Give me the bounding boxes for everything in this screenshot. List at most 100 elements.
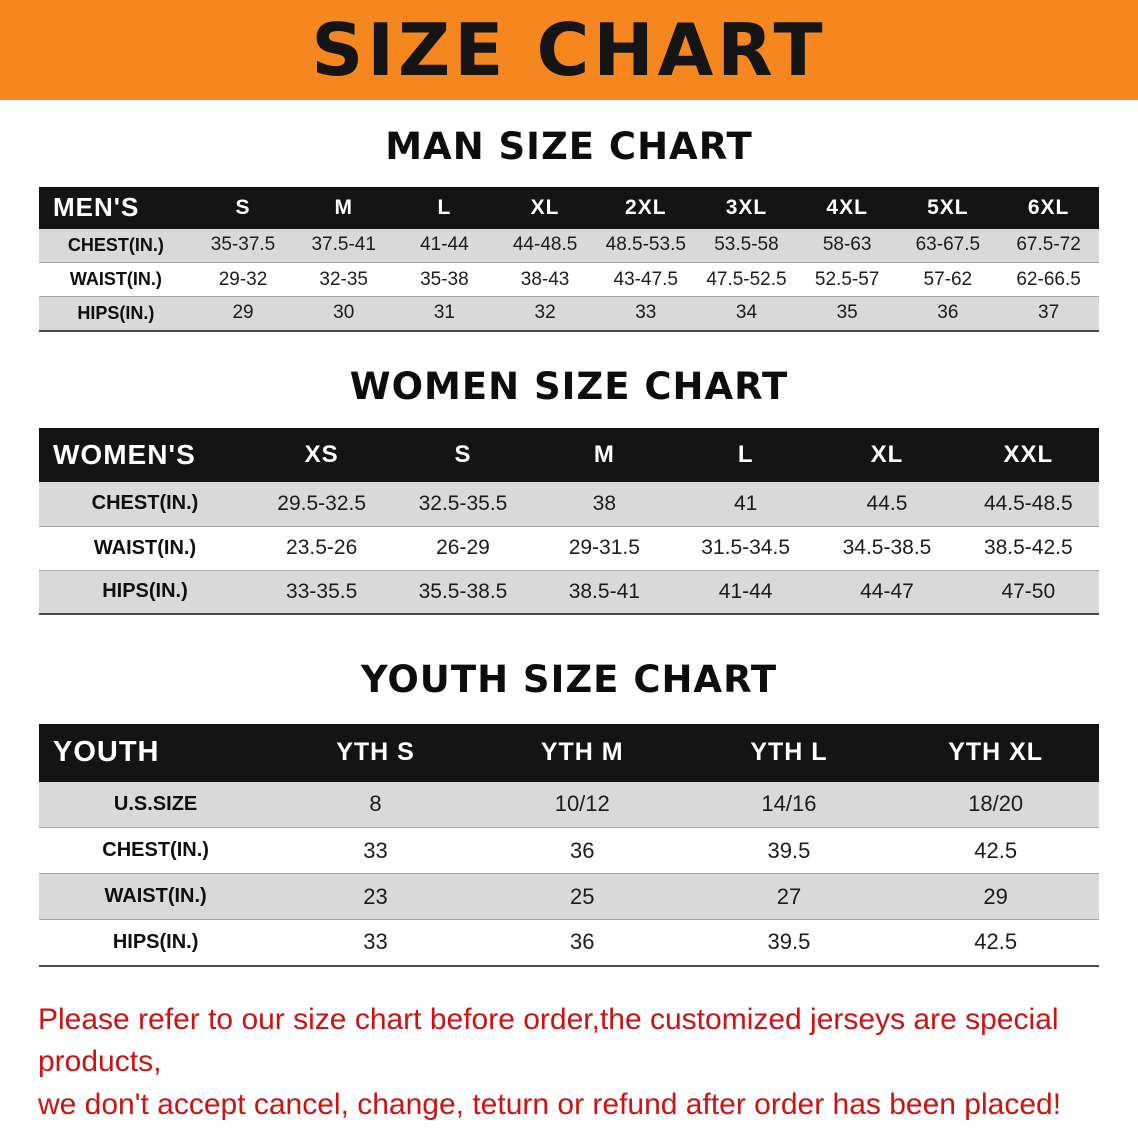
table-title-cell: WOMEN'S xyxy=(39,428,251,483)
table-header-row: WOMEN'S XS S M L XL XXL xyxy=(39,428,1099,483)
column-header: L xyxy=(674,428,817,483)
size-value-cell: 44.5 xyxy=(816,482,958,527)
youth-size-table: YOUTH YTH S YTH M YTH L YTH XL U.S.SIZE 8 10/12… xyxy=(39,723,1099,967)
row-label: CHEST(IN.) xyxy=(39,482,251,527)
size-value-cell: 52.5-57 xyxy=(796,262,898,298)
size-chart-banner: SIZE CHART xyxy=(0,0,1138,100)
size-value-cell: 37.5-41 xyxy=(293,228,395,264)
youth-section-heading: YOUTH SIZE CHART xyxy=(360,658,778,702)
column-header: YTH XL xyxy=(892,723,1099,782)
column-header: YTH M xyxy=(478,723,686,782)
size-value-cell: 62-66.5 xyxy=(998,262,1099,298)
size-value-cell: 58-63 xyxy=(796,228,898,264)
size-value-cell: 35 xyxy=(796,296,898,332)
size-value-cell: 29.5-32.5 xyxy=(251,482,393,527)
size-value-cell: 63-67.5 xyxy=(897,228,999,264)
size-value-cell: 33 xyxy=(272,827,479,875)
size-value-cell: 29 xyxy=(892,873,1099,921)
size-value-cell: 30 xyxy=(293,296,395,332)
table-row: HIPS(IN.) 29 30 31 32 33 34 35 36 37 xyxy=(39,296,1099,332)
column-header: S xyxy=(192,186,294,229)
section-youth: YOUTH SIZE CHART YOUTH YTH S YTH M YTH L YTH… xyxy=(0,659,1138,967)
size-value-cell: 67.5-72 xyxy=(998,228,1099,264)
column-header: L xyxy=(394,186,495,229)
size-value-cell: 41 xyxy=(674,482,817,527)
order-notice-line-2: we don't accept cancel, change, teturn o… xyxy=(38,1087,1062,1121)
size-value-cell: 47.5-52.5 xyxy=(696,262,797,298)
size-value-cell: 29-32 xyxy=(192,262,294,298)
size-value-cell: 42.5 xyxy=(892,827,1099,875)
row-label: U.S.SIZE xyxy=(39,781,273,829)
table-title-cell: YOUTH xyxy=(39,723,273,782)
size-value-cell: 35.5-38.5 xyxy=(392,570,534,615)
table-header-row: MEN'S S M L XL 2XL 3XL 4XL 5XL 6XL xyxy=(39,186,1099,229)
row-label: WAIST(IN.) xyxy=(39,526,251,571)
size-value-cell: 31 xyxy=(394,296,495,332)
size-value-cell: 18/20 xyxy=(892,781,1099,829)
banner-title: SIZE CHART xyxy=(311,8,827,92)
size-value-cell: 57-62 xyxy=(897,262,999,298)
size-value-cell: 39.5 xyxy=(685,827,893,875)
row-label: CHEST(IN.) xyxy=(39,228,193,264)
size-value-cell: 10/12 xyxy=(478,781,686,829)
size-table: YOUTH YTH S YTH M YTH L YTH XL U.S.SIZE 8 10/12… xyxy=(39,723,1099,967)
size-value-cell: 41-44 xyxy=(674,570,817,615)
table-row: CHEST(IN.) 33 36 39.5 42.5 xyxy=(39,827,1099,875)
size-value-cell: 38.5-41 xyxy=(533,570,675,615)
size-value-cell: 48.5-53.5 xyxy=(595,228,697,264)
size-value-cell: 47-50 xyxy=(957,570,1099,615)
size-value-cell: 38 xyxy=(533,482,675,527)
row-label: WAIST(IN.) xyxy=(39,873,273,921)
size-value-cell: 32-35 xyxy=(293,262,395,298)
size-value-cell: 23.5-26 xyxy=(251,526,393,571)
size-value-cell: 29 xyxy=(192,296,294,332)
size-value-cell: 37 xyxy=(998,296,1099,332)
size-value-cell: 25 xyxy=(478,873,686,921)
size-value-cell: 41-44 xyxy=(394,228,495,264)
size-value-cell: 14/16 xyxy=(685,781,893,829)
column-header: XXL xyxy=(957,428,1099,483)
column-header: 6XL xyxy=(998,186,1099,229)
table-row: HIPS(IN.) 33 36 39.5 42.5 xyxy=(39,919,1099,967)
size-value-cell: 44-48.5 xyxy=(494,228,596,264)
row-label: HIPS(IN.) xyxy=(39,919,273,967)
size-value-cell: 34.5-38.5 xyxy=(816,526,958,571)
size-value-cell: 42.5 xyxy=(892,919,1099,967)
row-label: HIPS(IN.) xyxy=(39,570,251,615)
order-notice: Please refer to our size chart before or… xyxy=(38,999,1108,1127)
row-label: WAIST(IN.) xyxy=(39,262,193,298)
size-value-cell: 34 xyxy=(696,296,797,332)
size-value-cell: 32.5-35.5 xyxy=(392,482,534,527)
size-value-cell: 43-47.5 xyxy=(595,262,697,298)
table-row: WAIST(IN.) 29-32 32-35 35-38 38-43 43-47.5 47.… xyxy=(39,262,1099,298)
table-row: U.S.SIZE 8 10/12 14/16 18/20 xyxy=(39,781,1099,829)
size-value-cell: 38.5-42.5 xyxy=(957,526,1099,571)
size-value-cell: 32 xyxy=(494,296,596,332)
column-header: M xyxy=(293,186,395,229)
column-header: 4XL xyxy=(796,186,898,229)
size-value-cell: 35-37.5 xyxy=(192,228,294,264)
size-value-cell: 29-31.5 xyxy=(533,526,675,571)
size-value-cell: 36 xyxy=(478,919,686,967)
column-header: 5XL xyxy=(897,186,999,229)
size-table: MEN'S S M L XL 2XL 3XL 4XL 5XL 6XL CHEST(IN.) 35-37… xyxy=(39,186,1099,332)
size-value-cell: 53.5-58 xyxy=(696,228,797,264)
row-label: CHEST(IN.) xyxy=(39,827,273,875)
column-header: 3XL xyxy=(696,186,797,229)
size-value-cell: 39.5 xyxy=(685,919,893,967)
column-header: XL xyxy=(494,186,596,229)
size-value-cell: 23 xyxy=(272,873,479,921)
order-notice-line-1: Please refer to our size chart before or… xyxy=(38,1002,1059,1079)
men-section-heading: MAN SIZE CHART xyxy=(385,125,753,168)
column-header: M xyxy=(533,428,675,483)
size-value-cell: 33 xyxy=(272,919,479,967)
size-table: WOMEN'S XS S M L XL XXL CHEST(IN.) 29.5-32.5 32.5… xyxy=(39,428,1099,616)
size-value-cell: 35-38 xyxy=(394,262,495,298)
size-value-cell: 44-47 xyxy=(816,570,958,615)
section-women: WOMEN SIZE CHART WOMEN'S XS S M L XL XXL CHEST(… xyxy=(0,365,1138,616)
table-header-row: YOUTH YTH S YTH M YTH L YTH XL xyxy=(39,723,1099,782)
men-size-table: MEN'S S M L XL 2XL 3XL 4XL 5XL 6XL CHEST(IN.) 35-37… xyxy=(39,186,1099,332)
table-row: WAIST(IN.) 23.5-26 26-29 29-31.5 31.5-34.5 34… xyxy=(39,526,1099,571)
column-header: XL xyxy=(816,428,958,483)
size-value-cell: 44.5-48.5 xyxy=(957,482,1099,527)
